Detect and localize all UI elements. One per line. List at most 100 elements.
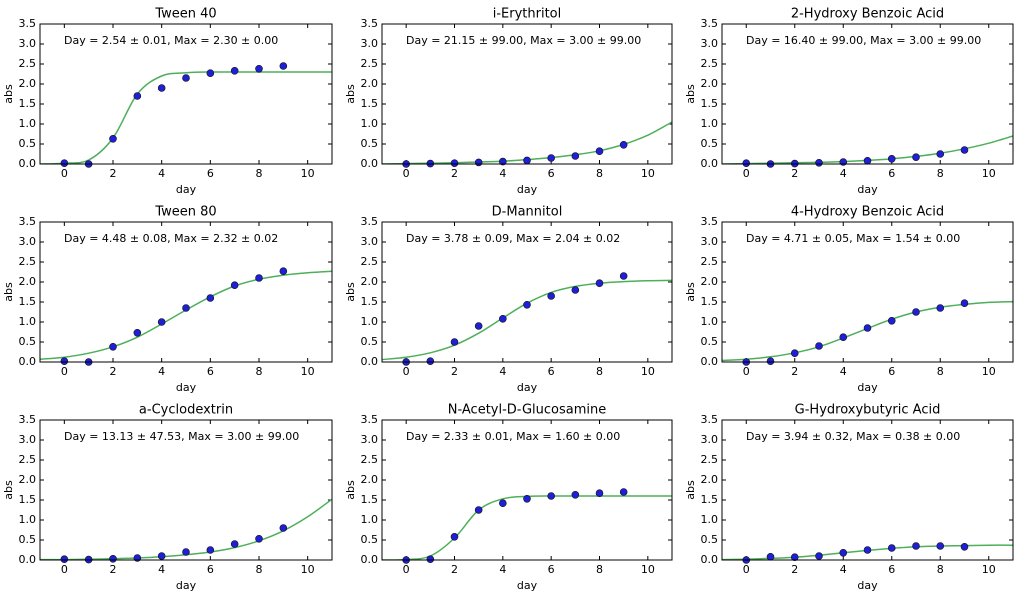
y-tick-label: 3.0 xyxy=(19,37,37,50)
y-tick-label: 2.5 xyxy=(19,255,37,268)
x-tick-label: 4 xyxy=(158,167,165,180)
x-tick-label: 2 xyxy=(791,167,798,180)
x-tick-label: 4 xyxy=(499,563,506,576)
y-tick-label: 3.0 xyxy=(701,433,719,446)
x-tick-label: 10 xyxy=(301,167,315,180)
x-tick-label: 10 xyxy=(982,563,996,576)
y-tick-label: 0.5 xyxy=(701,533,719,546)
y-tick-label: 0.5 xyxy=(361,137,379,150)
subplot-title: 4-Hydroxy Benzoic Acid xyxy=(791,205,944,220)
y-axis-label: abs xyxy=(344,480,357,500)
subplot: 0 2 4 6 8 10 0.0 0.5 1.0 1.5 2.0 2.5 3.0 3.5 4-Hydroxy… xyxy=(684,205,1014,394)
y-tick-label: 3.5 xyxy=(701,413,719,426)
y-tick-label: 0.5 xyxy=(19,335,37,348)
data-point xyxy=(571,286,580,294)
x-tick-label: 2 xyxy=(451,167,458,180)
subplot-title: i-Erythritol xyxy=(493,7,562,22)
x-tick-label: 10 xyxy=(641,167,655,180)
x-tick-label: 0 xyxy=(743,365,750,378)
data-point xyxy=(742,159,751,167)
data-point xyxy=(157,318,166,326)
data-point xyxy=(499,157,507,166)
data-point xyxy=(571,490,580,499)
y-tick-label: 3.0 xyxy=(701,235,719,248)
y-axis-label: abs xyxy=(684,480,697,500)
y-tick-label: 2.0 xyxy=(701,77,719,90)
data-point xyxy=(426,357,435,366)
x-tick-label: 8 xyxy=(937,167,944,180)
x-tick-label: 4 xyxy=(840,563,847,576)
x-tick-label: 2 xyxy=(791,365,798,378)
plot-frame xyxy=(721,419,1014,561)
data-point xyxy=(60,357,69,366)
plot-area xyxy=(40,420,332,560)
y-tick-label: 2.0 xyxy=(19,275,37,288)
x-tick-label: 6 xyxy=(888,563,895,576)
data-point xyxy=(595,147,604,155)
data-point xyxy=(887,155,896,163)
data-point xyxy=(279,524,288,532)
x-axis-label: day xyxy=(857,183,878,196)
y-tick-label: 2.5 xyxy=(701,255,719,268)
subplot-title: a-Cyclodextrin xyxy=(139,403,233,418)
data-point xyxy=(182,304,190,312)
plot-area xyxy=(382,24,672,164)
x-tick-label: 10 xyxy=(301,563,315,576)
y-tick-label: 2.5 xyxy=(701,453,719,466)
y-axis-label: abs xyxy=(2,480,15,500)
data-point xyxy=(887,544,896,552)
data-point xyxy=(766,357,775,366)
annotation: Day = 4.71 ± 0.05, Max = 1.54 ± 0.00 xyxy=(746,232,960,245)
y-axis-label: abs xyxy=(344,282,357,302)
y-tick-label: 1.0 xyxy=(19,117,37,130)
data-point xyxy=(523,156,531,165)
y-tick-label: 3.5 xyxy=(701,17,719,30)
y-tick-label: 2.0 xyxy=(701,473,719,486)
x-tick-label: 6 xyxy=(548,167,555,180)
data-point xyxy=(619,141,628,149)
data-point xyxy=(815,159,823,167)
x-tick-label: 6 xyxy=(207,167,214,180)
subplot: 0 2 4 6 8 10 0.0 0.5 1.0 1.5 2.0 2.5 3.0 3.5 i-Erythri… xyxy=(344,7,673,196)
x-tick-label: 2 xyxy=(451,563,458,576)
plot-area xyxy=(722,420,1013,560)
x-tick-label: 6 xyxy=(548,563,555,576)
plot-frame xyxy=(39,23,333,165)
y-tick-label: 3.0 xyxy=(19,235,37,248)
data-point xyxy=(619,272,628,280)
y-tick-label: 3.0 xyxy=(19,433,37,446)
annotation: Day = 4.48 ± 0.08, Max = 2.32 ± 0.02 xyxy=(64,232,278,245)
data-point xyxy=(279,62,288,70)
y-tick-label: 3.0 xyxy=(361,433,379,446)
subplot: 0 2 4 6 8 10 0.0 0.5 1.0 1.5 2.0 2.5 3.0 3.5 N-Acetyl-… xyxy=(344,403,673,592)
y-tick-label: 3.5 xyxy=(19,215,37,228)
data-point xyxy=(887,316,896,325)
y-tick-label: 1.5 xyxy=(19,493,37,506)
y-tick-label: 2.0 xyxy=(701,275,719,288)
data-point xyxy=(936,304,945,312)
x-tick-label: 2 xyxy=(110,167,117,180)
y-tick-label: 0.5 xyxy=(361,533,379,546)
plot-frame xyxy=(721,23,1014,165)
x-tick-label: 6 xyxy=(548,365,555,378)
data-point xyxy=(450,338,459,346)
y-tick-label: 1.0 xyxy=(701,117,719,130)
annotation: Day = 2.54 ± 0.01, Max = 2.30 ± 0.00 xyxy=(64,34,278,47)
x-tick-label: 6 xyxy=(207,563,214,576)
y-tick-label: 1.5 xyxy=(361,295,379,308)
x-tick-label: 10 xyxy=(641,365,655,378)
data-point xyxy=(547,292,555,300)
y-tick-label: 2.5 xyxy=(361,57,379,70)
y-tick-label: 3.0 xyxy=(361,235,379,248)
y-axis-label: abs xyxy=(684,282,697,302)
annotation: Day = 2.33 ± 0.01, Max = 1.60 ± 0.00 xyxy=(406,430,620,443)
data-point xyxy=(157,84,166,92)
fit-curve xyxy=(40,71,332,164)
data-point xyxy=(790,349,799,358)
data-point xyxy=(255,274,263,282)
data-point xyxy=(109,554,117,563)
y-tick-label: 1.0 xyxy=(361,513,379,526)
plot-area xyxy=(40,222,332,362)
data-point xyxy=(450,532,459,541)
x-tick-label: 8 xyxy=(596,365,603,378)
